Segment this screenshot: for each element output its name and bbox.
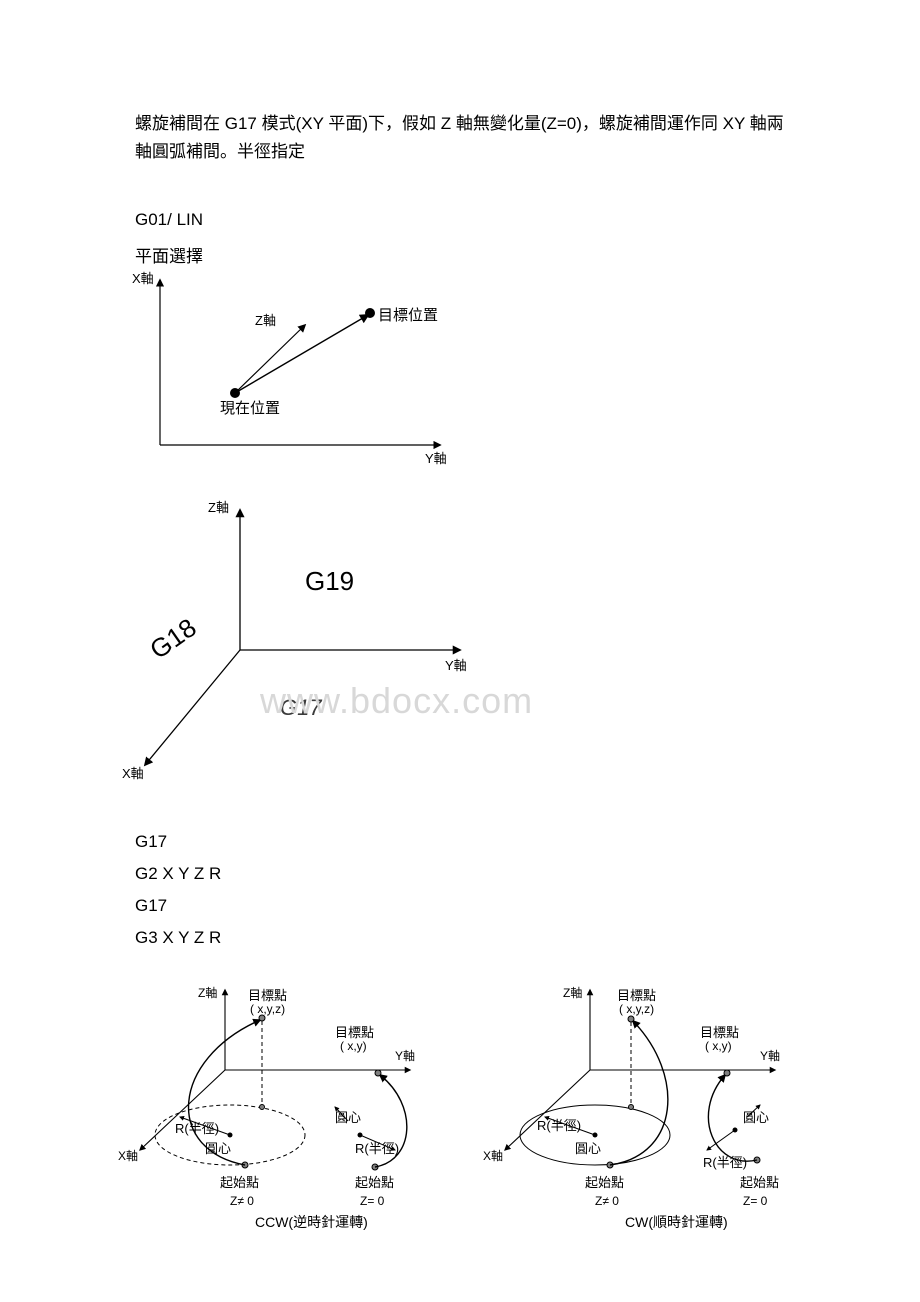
diagram-linear: X軸 Y軸 現在位置 Z軸 目標位置 — [120, 265, 480, 485]
svg-text:起始點: 起始點 — [220, 1175, 259, 1190]
d1-target: 目標位置 — [378, 307, 438, 324]
d2-g18: G18 — [144, 612, 201, 665]
diagram-helix: Z軸 Y軸 X軸 圓心 R(半徑) 起始點 目標點 ( x,y,z) — [110, 975, 830, 1255]
cw-group: Z軸 Y軸 X軸 圓心 R(半徑) 起始點 目標點 ( x,y,z) 圓心 — [483, 986, 780, 1230]
svg-text:Z≠ 0: Z≠ 0 — [230, 1194, 254, 1208]
d1-now: 現在位置 — [220, 400, 280, 417]
d1-x-label: X軸 — [132, 271, 154, 286]
code-g3: G3 X Y Z R — [135, 928, 221, 948]
svg-text:Z= 0: Z= 0 — [743, 1194, 768, 1208]
svg-text:目標點: 目標點 — [248, 988, 287, 1003]
svg-text:( x,y): ( x,y) — [340, 1039, 367, 1053]
svg-text:Z= 0: Z= 0 — [360, 1194, 385, 1208]
svg-text:X軸: X軸 — [483, 1149, 503, 1163]
d2-x-label: X軸 — [122, 766, 144, 781]
d1-z-label: Z軸 — [255, 313, 276, 328]
svg-text:圓心: 圓心 — [335, 1110, 361, 1125]
svg-text:起始點: 起始點 — [355, 1175, 394, 1190]
d2-g19: G19 — [305, 566, 354, 596]
d2-z-label: Z軸 — [208, 500, 229, 515]
svg-text:R(半徑): R(半徑) — [355, 1141, 399, 1156]
svg-text:CW(順時針運轉): CW(順時針運轉) — [625, 1214, 728, 1230]
code-g2: G2 X Y Z R — [135, 864, 221, 884]
svg-text:CCW(逆時針運轉): CCW(逆時針運轉) — [255, 1214, 368, 1230]
svg-text:X軸: X軸 — [118, 1149, 138, 1163]
svg-text:R(半徑): R(半徑) — [703, 1155, 747, 1170]
svg-text:圓心: 圓心 — [575, 1141, 601, 1156]
d1-y-label: Y軸 — [425, 451, 447, 466]
svg-text:Z軸: Z軸 — [563, 986, 582, 1000]
ccw-group: Z軸 Y軸 X軸 圓心 R(半徑) 起始點 目標點 ( x,y,z) — [118, 986, 415, 1230]
page: 螺旋補間在 G17 模式(XY 平面)下，假如 Z 軸無變化量(Z=0)，螺旋補… — [0, 0, 920, 1302]
svg-text:Y軸: Y軸 — [395, 1049, 415, 1063]
plane-select-label: 平面選擇 — [135, 242, 203, 267]
d2-y-label: Y軸 — [445, 658, 467, 673]
svg-text:Y軸: Y軸 — [760, 1049, 780, 1063]
svg-text:起始點: 起始點 — [740, 1175, 779, 1190]
svg-text:( x,y): ( x,y) — [705, 1039, 732, 1053]
intro-text: 螺旋補間在 G17 模式(XY 平面)下，假如 Z 軸無變化量(Z=0)，螺旋補… — [135, 110, 795, 166]
svg-text:( x,y,z): ( x,y,z) — [250, 1002, 285, 1016]
svg-text:圓心: 圓心 — [743, 1110, 769, 1125]
svg-text:R(半徑): R(半徑) — [537, 1118, 581, 1133]
svg-text:圓心: 圓心 — [205, 1141, 231, 1156]
svg-text:Z≠ 0: Z≠ 0 — [595, 1194, 619, 1208]
svg-text:( x,y,z): ( x,y,z) — [619, 1002, 654, 1016]
svg-text:目標點: 目標點 — [700, 1025, 739, 1040]
diagram-planes: Z軸 Y軸 X軸 G19 G18 G17 — [110, 490, 510, 790]
code-g17a: G17 — [135, 832, 167, 852]
g01-label: G01/ LIN — [135, 210, 203, 230]
code-g17b: G17 — [135, 896, 167, 916]
watermark: www.bdocx.com — [260, 680, 533, 722]
svg-text:R(半徑): R(半徑) — [175, 1121, 219, 1136]
svg-text:目標點: 目標點 — [335, 1025, 374, 1040]
svg-text:Z軸: Z軸 — [198, 986, 217, 1000]
svg-text:起始點: 起始點 — [585, 1175, 624, 1190]
svg-text:目標點: 目標點 — [617, 988, 656, 1003]
